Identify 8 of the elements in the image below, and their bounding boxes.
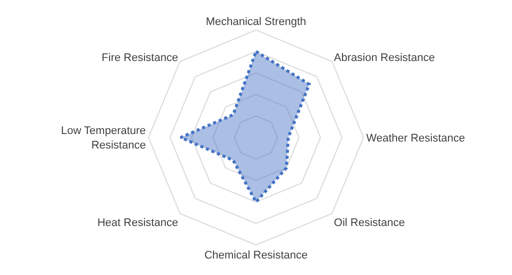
spoke-label: Fire Resistance xyxy=(102,52,178,64)
spoke-label: Chemical Resistance xyxy=(204,250,308,262)
spoke-label: Oil Resistance xyxy=(334,216,405,229)
spoke-label: Mechanical Strength xyxy=(206,16,306,28)
spoke-label: Heat Resistance xyxy=(97,216,178,229)
spoke-label: Low Temperature Resistance xyxy=(61,125,146,152)
spoke-label: Weather Resistance xyxy=(366,132,466,144)
spoke-label: Abrasion Resistance xyxy=(334,52,435,64)
